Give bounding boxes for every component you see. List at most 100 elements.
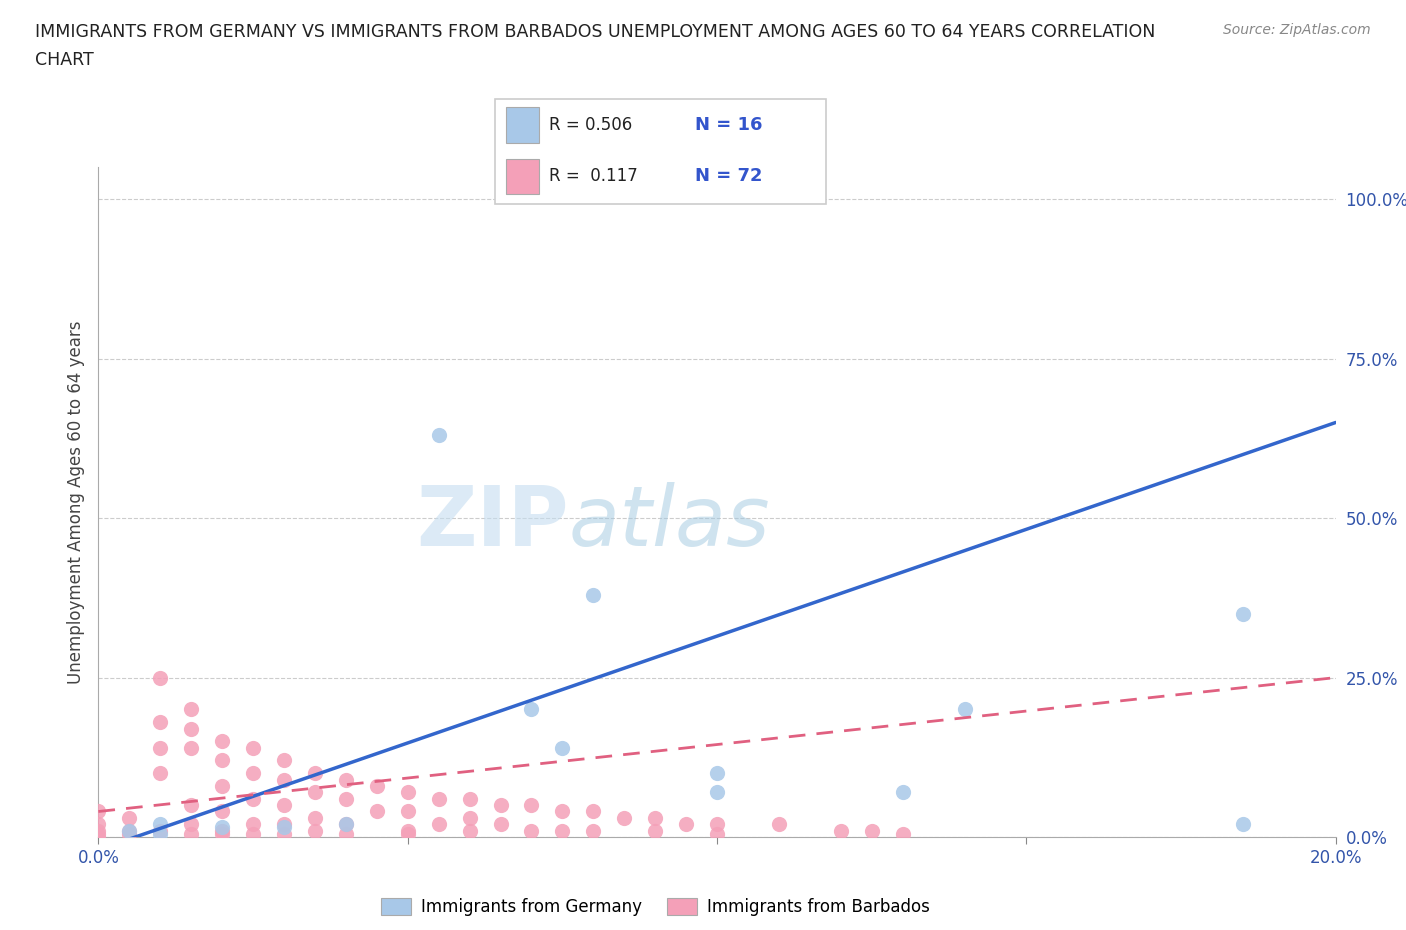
Point [830, 823, 852, 838]
Point [211, 823, 233, 838]
Point [304, 765, 326, 780]
Point [180, 721, 202, 736]
Point [87, 817, 110, 831]
Point [366, 778, 388, 793]
Point [706, 785, 728, 800]
Point [427, 817, 450, 831]
Point [520, 702, 543, 717]
Point [458, 810, 481, 825]
Point [396, 827, 419, 842]
Point [87, 823, 110, 838]
Point [1232, 817, 1254, 831]
Text: atlas: atlas [568, 482, 770, 563]
Point [582, 587, 605, 602]
Point [768, 817, 790, 831]
Point [180, 827, 202, 842]
Text: ZIP: ZIP [416, 482, 568, 563]
Point [675, 817, 697, 831]
Point [551, 804, 574, 819]
Point [520, 823, 543, 838]
Point [582, 804, 605, 819]
Point [335, 817, 357, 831]
Point [149, 715, 172, 730]
Point [118, 823, 141, 838]
Point [458, 791, 481, 806]
Point [335, 827, 357, 842]
Point [706, 817, 728, 831]
Point [396, 823, 419, 838]
Point [304, 785, 326, 800]
Point [118, 823, 141, 838]
Point [180, 817, 202, 831]
Point [644, 810, 666, 825]
Point [644, 823, 666, 838]
Text: CHART: CHART [35, 51, 94, 69]
FancyBboxPatch shape [506, 159, 540, 194]
Point [706, 827, 728, 842]
Point [211, 734, 233, 749]
Point [335, 817, 357, 831]
Point [149, 827, 172, 842]
Point [891, 785, 914, 800]
Point [304, 810, 326, 825]
Point [273, 798, 295, 813]
FancyBboxPatch shape [506, 107, 540, 142]
Point [582, 823, 605, 838]
Point [211, 753, 233, 768]
Point [149, 765, 172, 780]
Point [149, 740, 172, 755]
Point [211, 804, 233, 819]
Point [149, 823, 172, 838]
Point [149, 817, 172, 831]
Text: IMMIGRANTS FROM GERMANY VS IMMIGRANTS FROM BARBADOS UNEMPLOYMENT AMONG AGES 60 T: IMMIGRANTS FROM GERMANY VS IMMIGRANTS FR… [35, 23, 1156, 41]
Point [953, 702, 976, 717]
Point [118, 810, 141, 825]
Point [458, 823, 481, 838]
Point [273, 817, 295, 831]
Point [87, 804, 110, 819]
Point [489, 798, 512, 813]
Point [273, 827, 295, 842]
Point [211, 820, 233, 835]
Text: N = 72: N = 72 [695, 167, 762, 185]
Point [242, 740, 264, 755]
Point [242, 827, 264, 842]
Text: N = 16: N = 16 [695, 116, 762, 134]
Point [304, 823, 326, 838]
Point [273, 753, 295, 768]
Point [396, 785, 419, 800]
Point [520, 798, 543, 813]
Point [860, 823, 883, 838]
Point [1232, 606, 1254, 621]
FancyBboxPatch shape [495, 99, 827, 204]
Point [335, 772, 357, 787]
Point [211, 827, 233, 842]
Point [551, 823, 574, 838]
Y-axis label: Unemployment Among Ages 60 to 64 years: Unemployment Among Ages 60 to 64 years [66, 321, 84, 684]
Point [427, 428, 450, 443]
Point [242, 765, 264, 780]
Point [706, 765, 728, 780]
Point [396, 804, 419, 819]
Point [551, 740, 574, 755]
Legend: Immigrants from Germany, Immigrants from Barbados: Immigrants from Germany, Immigrants from… [374, 891, 936, 923]
Point [118, 827, 141, 842]
Point [87, 827, 110, 842]
Point [149, 671, 172, 685]
Point [273, 772, 295, 787]
Point [891, 827, 914, 842]
Point [427, 791, 450, 806]
Point [180, 798, 202, 813]
Point [211, 778, 233, 793]
Text: R =  0.117: R = 0.117 [550, 167, 638, 185]
Point [335, 791, 357, 806]
Point [87, 830, 110, 844]
Point [613, 810, 636, 825]
Point [180, 702, 202, 717]
Point [366, 804, 388, 819]
Text: R = 0.506: R = 0.506 [550, 116, 633, 134]
Point [180, 740, 202, 755]
Point [242, 791, 264, 806]
Point [242, 817, 264, 831]
Text: Source: ZipAtlas.com: Source: ZipAtlas.com [1223, 23, 1371, 37]
